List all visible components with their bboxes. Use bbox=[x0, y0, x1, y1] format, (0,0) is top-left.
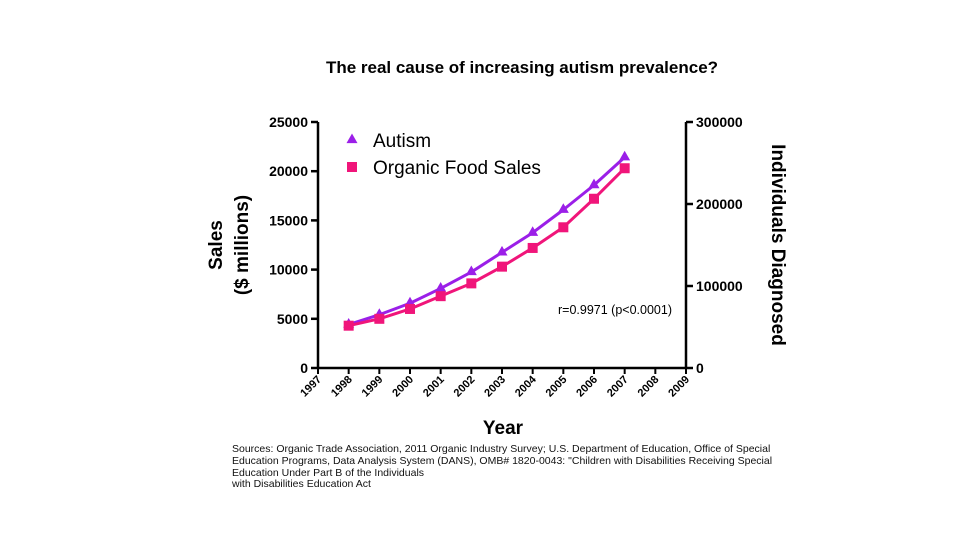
autism-point bbox=[527, 226, 539, 236]
right-axis-title: Individuals Diagnosed bbox=[767, 144, 788, 346]
autism-point bbox=[435, 281, 447, 292]
x-tick-label: 1999 bbox=[360, 374, 386, 400]
sources-note: Sources: Organic Trade Association, 2011… bbox=[232, 443, 832, 491]
x-tick-label: 2007 bbox=[605, 374, 631, 400]
autism-point bbox=[496, 245, 508, 256]
left-axis-title: Sales bbox=[206, 220, 227, 270]
left-tick-label: 0 bbox=[300, 360, 308, 376]
x-tick-label: 1998 bbox=[329, 374, 355, 400]
x-tick-label: 2009 bbox=[666, 374, 692, 400]
left-tick-label: 10000 bbox=[269, 262, 308, 278]
organic-sales-point bbox=[435, 291, 446, 302]
autism-point bbox=[619, 150, 631, 161]
autism-point bbox=[404, 296, 416, 307]
series-line-autism bbox=[348, 156, 626, 326]
legend-marker-organic-food-sales bbox=[347, 162, 357, 172]
x-tick-label: 2003 bbox=[482, 374, 508, 400]
left-tick-label: 25000 bbox=[269, 114, 308, 130]
sources-line: Sources: Organic Trade Association, 2011… bbox=[232, 443, 771, 455]
legend-marker-autism bbox=[346, 133, 358, 144]
organic-sales-point bbox=[497, 261, 507, 272]
x-tick-label: 2005 bbox=[544, 374, 570, 400]
autism-point bbox=[557, 203, 569, 213]
organic-sales-point bbox=[558, 222, 569, 233]
x-tick-label: 2002 bbox=[452, 374, 478, 400]
right-tick-label: 200000 bbox=[696, 196, 743, 212]
organic-sales-point bbox=[343, 320, 354, 331]
series-line-organic-food-sales bbox=[348, 167, 626, 328]
x-tick-label: 2008 bbox=[636, 374, 662, 400]
sources-line: Education Programs, Data Analysis System… bbox=[232, 454, 773, 467]
organic-sales-point bbox=[527, 242, 538, 253]
organic-sales-point bbox=[466, 278, 477, 289]
x-tick-label: 2001 bbox=[421, 374, 447, 400]
left-tick-label: 15000 bbox=[269, 212, 308, 228]
sources-line: with Disabilities Education Act bbox=[232, 478, 371, 491]
left-tick-label: 20000 bbox=[269, 163, 308, 179]
x-tick-label: 2006 bbox=[574, 374, 600, 400]
organic-sales-point bbox=[374, 313, 385, 324]
sources-line: Education Under Part B of the Individual… bbox=[232, 466, 425, 479]
left-axis-subtitle: ($ millions) bbox=[232, 195, 253, 295]
right-tick-label: 300000 bbox=[696, 114, 743, 130]
legend-label: Autism bbox=[373, 131, 431, 152]
autism-point bbox=[465, 265, 477, 276]
correlation-annotation: r=0.9971 (p<0.0001) bbox=[558, 303, 672, 317]
left-tick-label: 5000 bbox=[277, 311, 308, 327]
plot-area bbox=[343, 150, 631, 331]
right-tick-label: 100000 bbox=[696, 278, 743, 294]
x-tick-label: 2004 bbox=[513, 373, 539, 399]
legend: Autism Organic Food Sales bbox=[346, 131, 541, 179]
right-tick-label: 0 bbox=[696, 360, 704, 376]
organic-sales-point bbox=[619, 163, 630, 174]
x-axis-title: Year bbox=[483, 418, 524, 439]
chart-title: The real cause of increasing autism prev… bbox=[326, 58, 718, 77]
autism-point bbox=[588, 178, 600, 189]
x-tick-label: 1997 bbox=[298, 374, 324, 400]
organic-sales-point bbox=[405, 303, 415, 314]
legend-label: Organic Food Sales bbox=[373, 158, 541, 179]
x-tick-label: 2000 bbox=[390, 374, 416, 400]
organic-sales-point bbox=[589, 193, 599, 204]
